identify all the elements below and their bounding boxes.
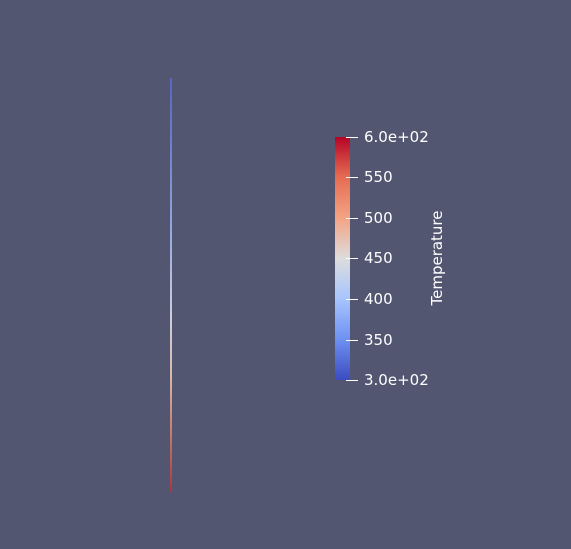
colorbar-label-450: 450: [364, 249, 393, 267]
colorbar-title: Temperature: [428, 210, 446, 306]
colorbar-tick-600: [346, 137, 358, 138]
colorbar-label-600: 6.0e+02: [364, 128, 429, 146]
colorbar-label-300: 3.0e+02: [364, 371, 429, 389]
colorbar-tick-350: [346, 340, 358, 341]
colorbar-tick-550: [346, 177, 358, 178]
colorbar-tick-300: [346, 380, 358, 381]
colorbar-tick-500: [346, 218, 358, 219]
colorbar-tick-450: [346, 258, 358, 259]
temperature-line-object: [170, 78, 172, 492]
colorbar-tick-400: [346, 299, 358, 300]
colorbar-gradient: [335, 137, 350, 380]
colorbar-label-550: 550: [364, 168, 393, 186]
colorbar-label-350: 350: [364, 331, 393, 349]
colorbar-label-500: 500: [364, 209, 393, 227]
colorbar-label-400: 400: [364, 290, 393, 308]
